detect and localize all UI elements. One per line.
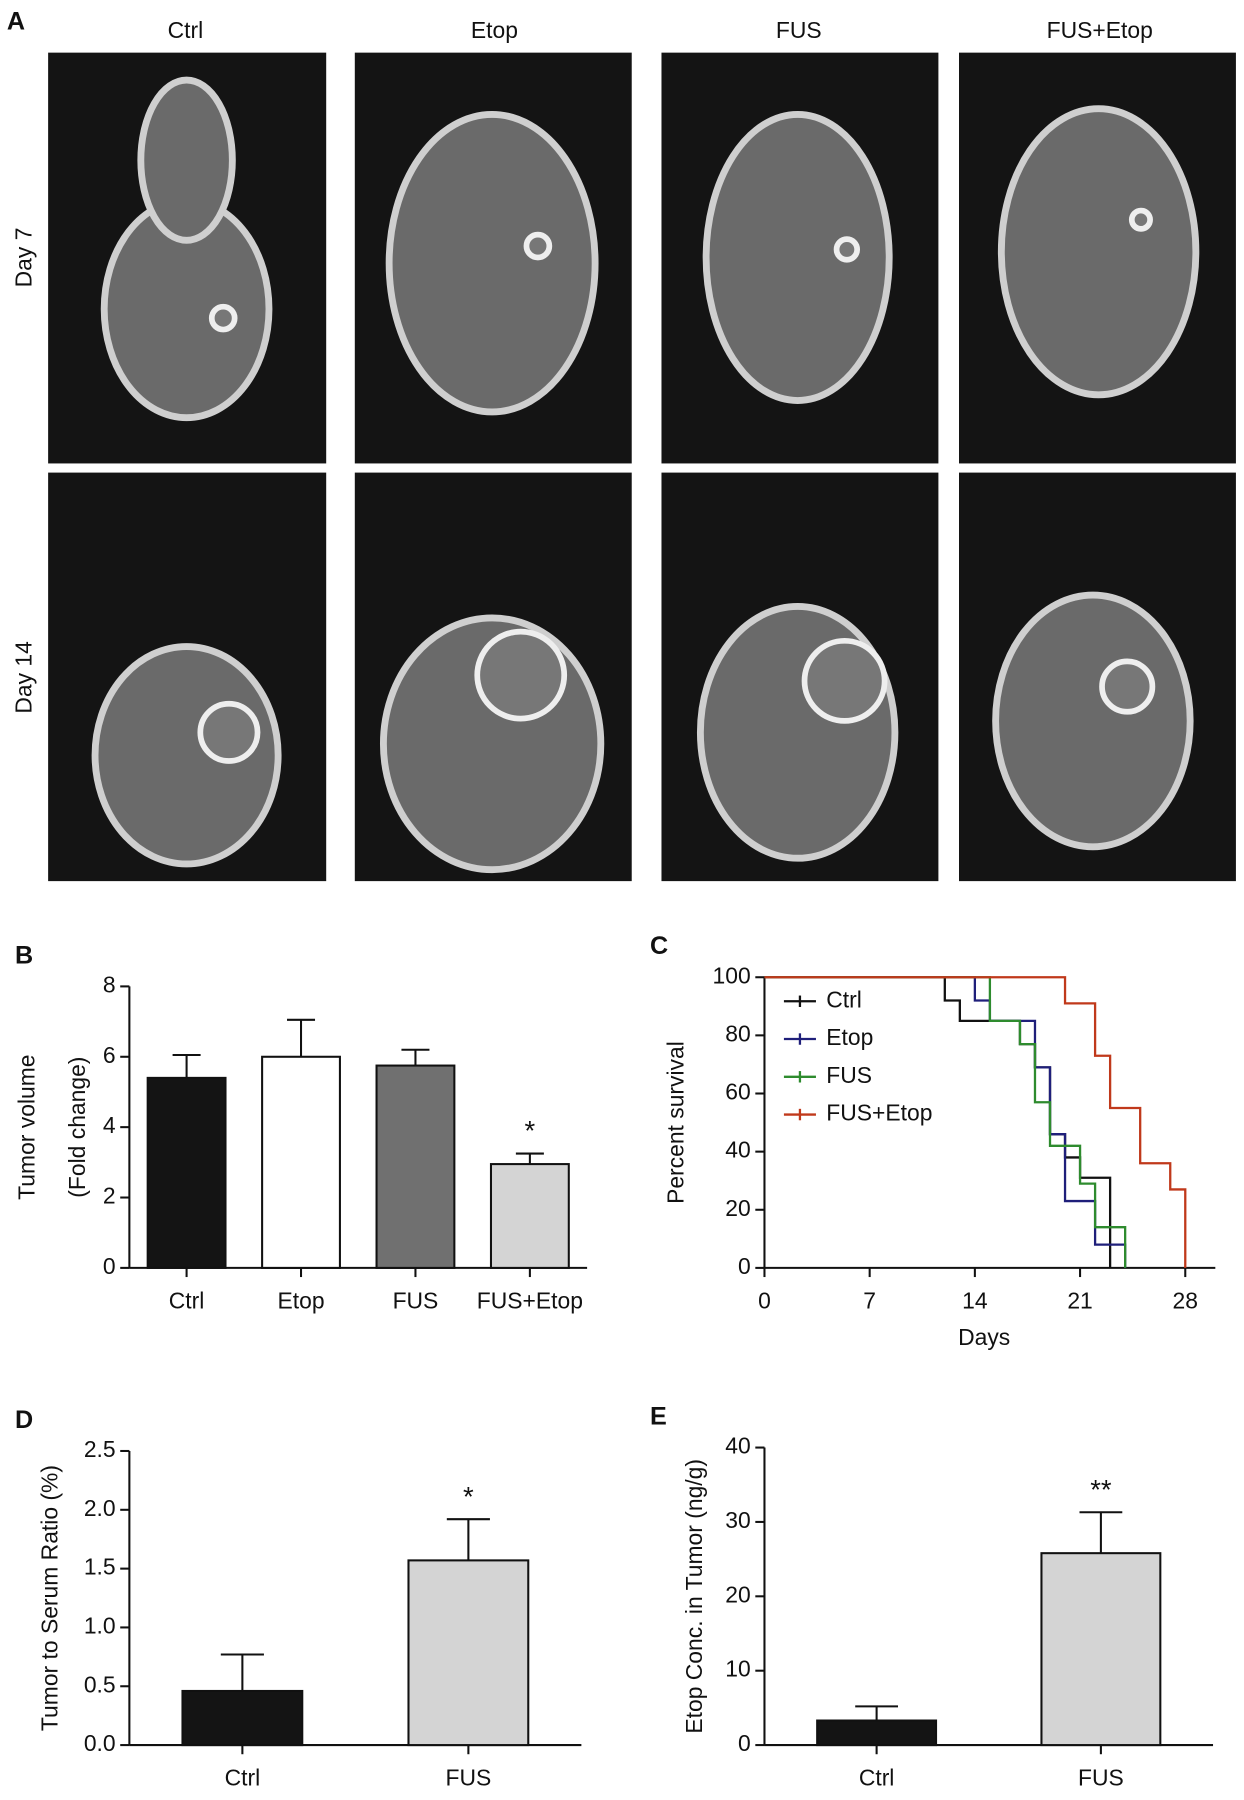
survival-line	[764, 976, 1127, 1268]
y-tick-label: 1.5	[84, 1554, 116, 1580]
y-tick-label: 2.0	[84, 1495, 116, 1521]
legend-label: FUS	[826, 1062, 872, 1088]
y-tick-label: 0	[738, 1253, 751, 1279]
bar	[816, 1719, 938, 1747]
y-tick-label: 8	[103, 971, 116, 997]
x-tick-label: 28	[1173, 1287, 1198, 1313]
y-axis-title: Tumor volume	[14, 1054, 40, 1199]
x-tick-label: FUS+Etop	[477, 1287, 583, 1313]
significance: *	[525, 1115, 536, 1146]
x-tick-label: 14	[962, 1287, 988, 1313]
x-axis-title: Days	[958, 1324, 1010, 1350]
significance: **	[1090, 1474, 1112, 1505]
bar	[1040, 1552, 1162, 1747]
column-label: FUS	[776, 17, 822, 43]
row-label: Day 7	[10, 228, 36, 288]
y-tick-label: 40	[725, 1433, 750, 1459]
y-tick-label: 10	[725, 1656, 750, 1682]
y-axis-title: Etop Conc. in Tumor (ng/g)	[681, 1459, 707, 1734]
legend-label: Ctrl	[826, 986, 862, 1012]
x-tick-label: 7	[863, 1287, 876, 1313]
y-tick-label: 1.0	[84, 1612, 116, 1638]
legend-label: FUS+Etop	[826, 1100, 932, 1126]
column-label: Etop	[471, 17, 518, 43]
bar	[407, 1559, 530, 1747]
survival-line	[764, 976, 1127, 1268]
y-tick-label: 40	[725, 1137, 750, 1163]
column-label: Ctrl	[168, 17, 204, 43]
bar	[489, 1163, 570, 1269]
x-tick-label: Ctrl	[859, 1764, 895, 1790]
x-tick-label: 21	[1067, 1287, 1092, 1313]
panel-label: C	[650, 932, 668, 960]
x-tick-label: Ctrl	[169, 1287, 205, 1313]
survival-line	[764, 976, 1112, 1268]
y-tick-label: 100	[713, 962, 751, 988]
y-tick-label: 0.0	[84, 1730, 116, 1756]
x-tick-label: Ctrl	[225, 1764, 261, 1790]
x-tick-label: FUS	[1078, 1764, 1124, 1790]
panel-label: D	[15, 1406, 33, 1434]
bar	[146, 1076, 227, 1269]
y-tick-label: 2	[103, 1183, 116, 1209]
mri-grid	[48, 52, 1236, 882]
y-tick-label: 4	[103, 1112, 116, 1138]
row-label: Day 14	[10, 641, 36, 714]
y-axis-title: (Fold change)	[64, 1057, 90, 1198]
x-tick-label: 0	[758, 1287, 771, 1313]
panel-label: B	[15, 941, 33, 969]
y-tick-label: 30	[725, 1507, 750, 1533]
y-axis-title: Percent survival	[663, 1041, 689, 1204]
y-tick-label: 80	[725, 1020, 750, 1046]
x-tick-label: FUS	[393, 1287, 439, 1313]
survival-line	[764, 976, 1187, 1268]
legend-label: Etop	[826, 1024, 873, 1050]
y-tick-label: 0.5	[84, 1671, 116, 1697]
y-axis-title: Tumor to Serum Ratio (%)	[37, 1465, 63, 1731]
x-tick-label: FUS	[446, 1764, 492, 1790]
y-tick-label: 2.5	[84, 1436, 116, 1462]
significance: *	[463, 1481, 474, 1512]
bar	[261, 1055, 341, 1269]
y-tick-label: 60	[725, 1079, 750, 1105]
y-tick-label: 0	[738, 1730, 751, 1756]
bar	[375, 1064, 456, 1269]
panel-label: A	[7, 8, 25, 36]
column-label: FUS+Etop	[1047, 17, 1153, 43]
y-tick-label: 6	[103, 1042, 116, 1068]
x-tick-label: Etop	[277, 1287, 324, 1313]
y-tick-label: 20	[725, 1581, 750, 1607]
bar	[181, 1689, 304, 1747]
y-tick-label: 0	[103, 1253, 116, 1279]
y-tick-label: 20	[725, 1195, 750, 1221]
panel-label: E	[650, 1402, 667, 1430]
